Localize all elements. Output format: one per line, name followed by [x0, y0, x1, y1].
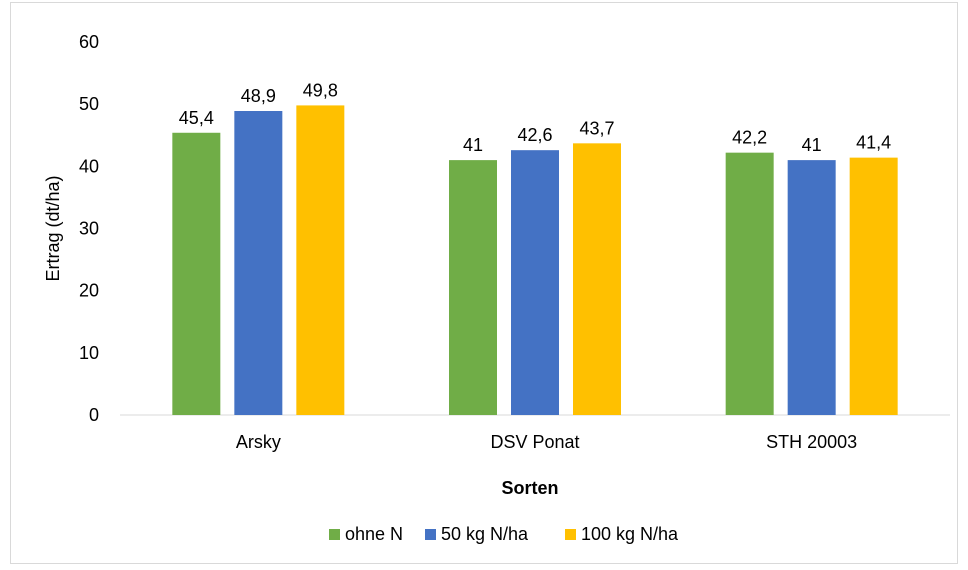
y-tick-label: 30 [79, 219, 99, 239]
bar [511, 150, 559, 416]
bar [573, 143, 621, 415]
y-axis-title: Ertrag (dt/ha) [43, 175, 63, 281]
x-axis-ticks: Arsky DSV Ponat STH 20003 [236, 432, 857, 452]
bar [787, 160, 836, 415]
data-label: 49,8 [303, 80, 338, 100]
x-tick-label: Arsky [236, 432, 281, 452]
bar [296, 105, 345, 415]
data-label: 42,6 [517, 125, 552, 145]
y-tick-label: 10 [79, 343, 99, 363]
legend: ohne N 50 kg N/ha 100 kg N/ha [329, 524, 679, 544]
data-label: 42,2 [732, 128, 767, 148]
data-label: 48,9 [241, 86, 276, 106]
x-tick-label: STH 20003 [766, 432, 857, 452]
y-tick-label: 0 [89, 405, 99, 425]
y-tick-label: 20 [79, 281, 99, 301]
legend-label: 100 kg N/ha [581, 524, 679, 544]
bar-chart: 0 10 20 30 40 50 60 45,4 48,9 49,8 41 42,6 43,7 42,2… [43, 32, 950, 544]
y-tick-label: 40 [79, 156, 99, 176]
y-tick-label: 60 [79, 32, 99, 52]
data-label: 41 [463, 135, 483, 155]
data-label: 41,4 [856, 133, 891, 153]
bar [725, 152, 774, 415]
x-tick-label: DSV Ponat [490, 432, 579, 452]
bar [449, 160, 497, 415]
bars-group [172, 105, 898, 416]
legend-label: ohne N [345, 524, 403, 544]
bar [849, 157, 898, 415]
data-labels-group: 45,4 48,9 49,8 41 42,6 43,7 42,2 41 41,4 [179, 80, 891, 155]
chart-frame: 0 10 20 30 40 50 60 45,4 48,9 49,8 41 42,6 43,7 42,2… [10, 2, 958, 564]
y-tick-label: 50 [79, 94, 99, 114]
data-label: 41 [802, 135, 822, 155]
data-label: 43,7 [579, 118, 614, 138]
legend-swatch [329, 529, 340, 540]
x-axis-title: Sorten [501, 478, 558, 498]
legend-swatch [425, 529, 436, 540]
y-axis-ticks: 0 10 20 30 40 50 60 [79, 32, 99, 425]
bar [234, 111, 283, 415]
data-label: 45,4 [179, 108, 214, 128]
legend-label: 50 kg N/ha [441, 524, 529, 544]
legend-swatch [565, 529, 576, 540]
bar [172, 132, 221, 415]
